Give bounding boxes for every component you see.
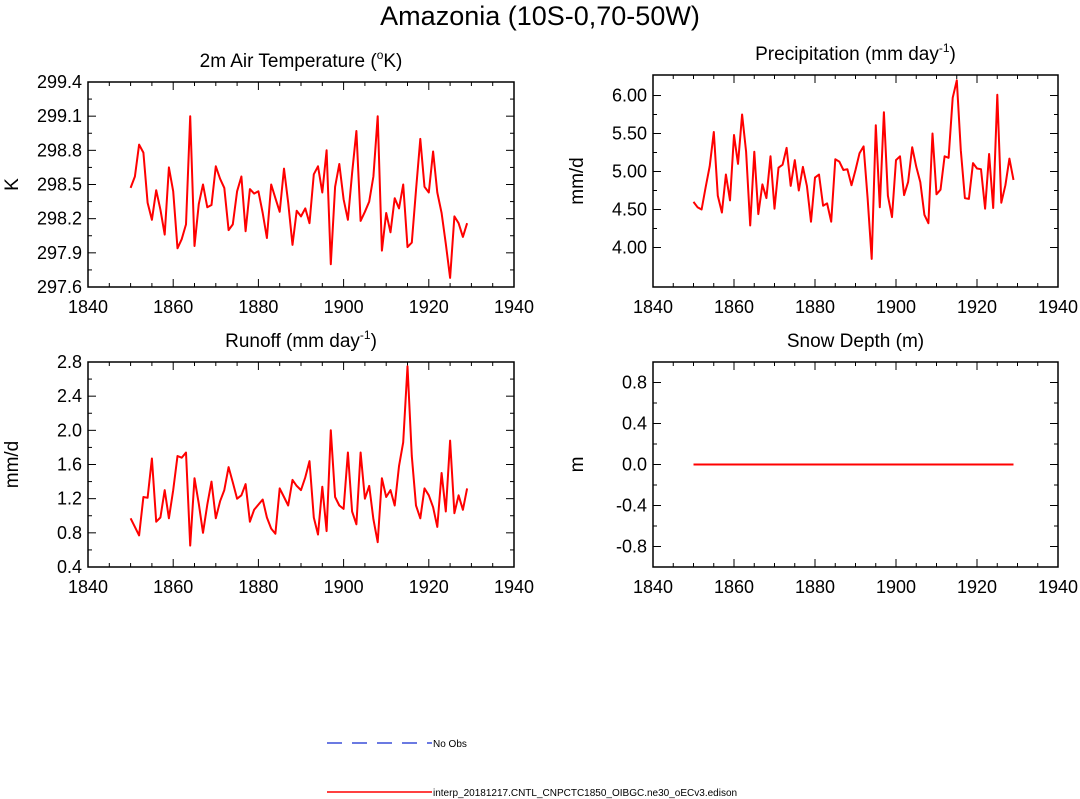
y-tick-label: 299.4 [37,72,82,92]
plot-frame [87,81,515,288]
legend-label-model: interp_20181217.CNTL_CNPCTC1850_OIBGC.ne… [433,788,737,799]
y-tick-label: 298.2 [37,209,82,229]
x-tick-label: 1880 [795,577,835,597]
panel-title-text: ) [371,331,377,352]
x-tick-label: 1920 [409,297,449,317]
x-tick-label: 1920 [957,577,997,597]
panel-title-sup: o [377,48,384,62]
y-tick-label: 2.8 [57,352,82,372]
x-tick-label: 1920 [957,297,997,317]
x-tick-label: 1900 [876,577,916,597]
x-tick-label: 1880 [795,297,835,317]
y-axis-label: mm/d [2,441,23,489]
y-tick-label: 6.00 [612,86,647,106]
x-tick-label: 1940 [494,297,534,317]
panel-title-text: Runoff (mm day [225,331,360,352]
x-tick-label: 1900 [876,297,916,317]
plot-frame [652,361,1059,568]
x-tick-label: 1940 [1038,297,1078,317]
x-tick-label: 1880 [238,577,278,597]
panel-title: 2m Air Temperature (oK) [200,48,403,72]
x-tick-label: 1840 [68,297,108,317]
y-tick-label: 0.8 [622,373,647,393]
x-tick-label: 1920 [409,577,449,597]
y-tick-label: 1.2 [57,489,82,509]
panels: 2m Air Temperature (oK) K 1840 1860 1880 1900… [2,41,1078,597]
y-tick-label: 297.6 [37,277,82,297]
figure-title: Amazonia (10S-0,70-50W) [380,1,700,31]
y-tick-label: 2.0 [57,420,82,440]
x-tick-label: 1900 [324,577,364,597]
x-tick-label: 1840 [68,577,108,597]
panel-title-text: Snow Depth (m) [787,331,924,352]
y-tick-label: 5.00 [612,162,647,182]
panel-title: Snow Depth (m) [787,331,924,352]
y-tick-label: -0.4 [616,496,647,516]
y-tick-label: -0.8 [616,537,647,557]
y-tick-label: 298.8 [37,140,82,160]
x-tick-label: 1860 [714,297,754,317]
y-tick-label: 4.00 [612,237,647,257]
panel-1: Precipitation (mm day-1) mm/d 1840 1860 1880… [567,41,1078,317]
x-tick-label: 1940 [1038,577,1078,597]
y-tick-label: 0.4 [57,557,82,577]
y-axis-label: K [2,178,23,191]
y-tick-label: 0.8 [57,523,82,543]
legend-label-no-obs: No Obs [433,739,467,750]
y-tick-label: 297.9 [37,243,82,263]
y-axis-label: m [567,457,588,473]
x-tick-label: 1860 [714,577,754,597]
series-line [129,115,469,279]
panel-0: 2m Air Temperature (oK) K 1840 1860 1880 1900… [2,48,534,317]
x-tick-label: 1860 [153,297,193,317]
x-tick-label: 1880 [238,297,278,317]
panel-title-text: K) [383,51,402,72]
y-tick-label: 2.4 [57,386,82,406]
y-tick-label: 299.1 [37,106,82,126]
x-tick-label: 1840 [633,577,673,597]
series-line [692,79,1015,260]
x-tick-label: 1840 [633,297,673,317]
panel-title-sup: -1 [939,41,950,55]
x-tick-label: 1900 [324,297,364,317]
panel-title-text: ) [950,44,956,65]
legend: No Obs interp_20181217.CNTL_CNPCTC1850_O… [327,739,737,799]
y-tick-label: 298.5 [37,175,82,195]
y-tick-label: 4.50 [612,199,647,219]
panel-title-text: 2m Air Temperature ( [200,51,378,72]
panel-title: Runoff (mm day-1) [225,328,377,352]
y-tick-label: 0.0 [622,455,647,475]
y-axis-label: mm/d [567,157,588,205]
series-line [129,365,469,547]
panel-title-text: Precipitation (mm day [755,44,939,65]
panel-title-sup: -1 [360,328,371,342]
plot-frame [87,361,515,568]
panel-2: Runoff (mm day-1) mm/d 1840 1860 1880 1900 192… [2,328,534,597]
panel-title: Precipitation (mm day-1) [755,41,956,65]
x-tick-label: 1940 [494,577,534,597]
plot-frame [652,74,1059,288]
panel-3: Snow Depth (m) m 1840 1860 1880 1900 1920 1940 -… [567,331,1078,597]
y-tick-label: 0.4 [622,414,647,434]
y-tick-label: 1.6 [57,455,82,475]
y-tick-label: 5.50 [612,124,647,144]
x-tick-label: 1860 [153,577,193,597]
